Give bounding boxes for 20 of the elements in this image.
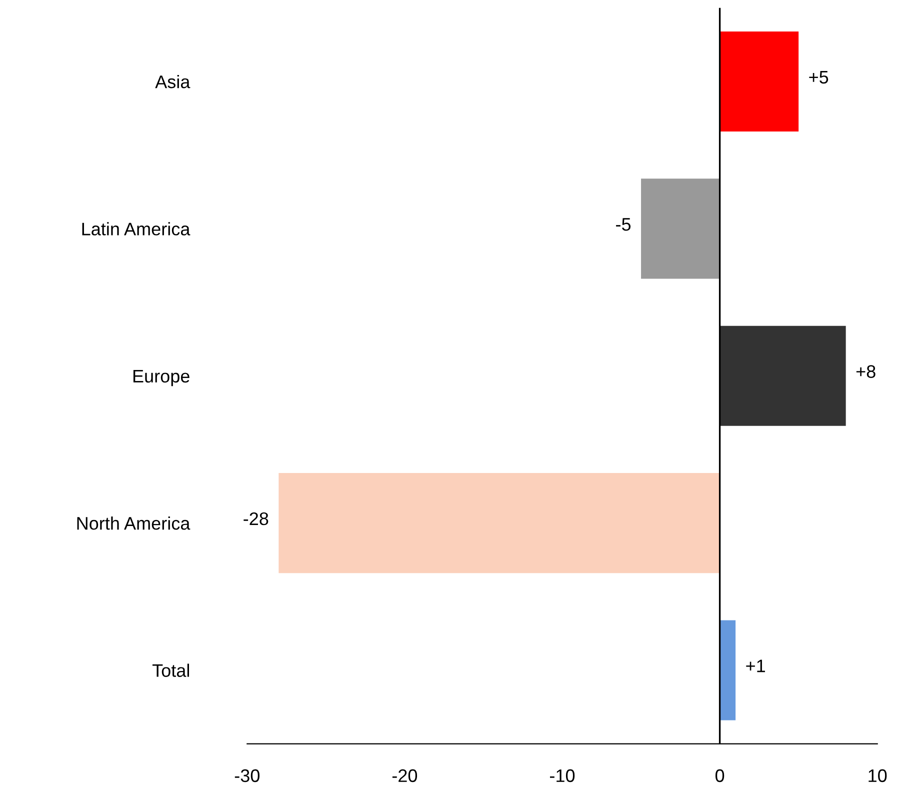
x-tick-label: -20 bbox=[392, 769, 418, 782]
x-tick-label: -30 bbox=[234, 769, 260, 782]
bar bbox=[720, 31, 799, 132]
y-tick-label: Latin America bbox=[82, 222, 190, 236]
x-tick-label: -10 bbox=[550, 769, 575, 782]
x-tick-label: 0 bbox=[715, 769, 724, 782]
bar bbox=[720, 620, 736, 720]
bar bbox=[720, 326, 846, 426]
y-tick-label: Asia bbox=[155, 74, 190, 88]
y-tick-label: North America bbox=[77, 516, 190, 530]
bar bbox=[641, 178, 720, 279]
data-label: -5 bbox=[616, 218, 631, 231]
data-label: +5 bbox=[809, 70, 828, 84]
x-tick-label: 10 bbox=[868, 769, 887, 782]
y-tick-label: Total bbox=[152, 664, 190, 677]
data-label: -28 bbox=[244, 512, 268, 526]
y-tick-label: Europe bbox=[133, 370, 190, 386]
data-label: +8 bbox=[856, 365, 876, 378]
bar bbox=[278, 473, 720, 574]
data-label: +1 bbox=[746, 660, 765, 672]
